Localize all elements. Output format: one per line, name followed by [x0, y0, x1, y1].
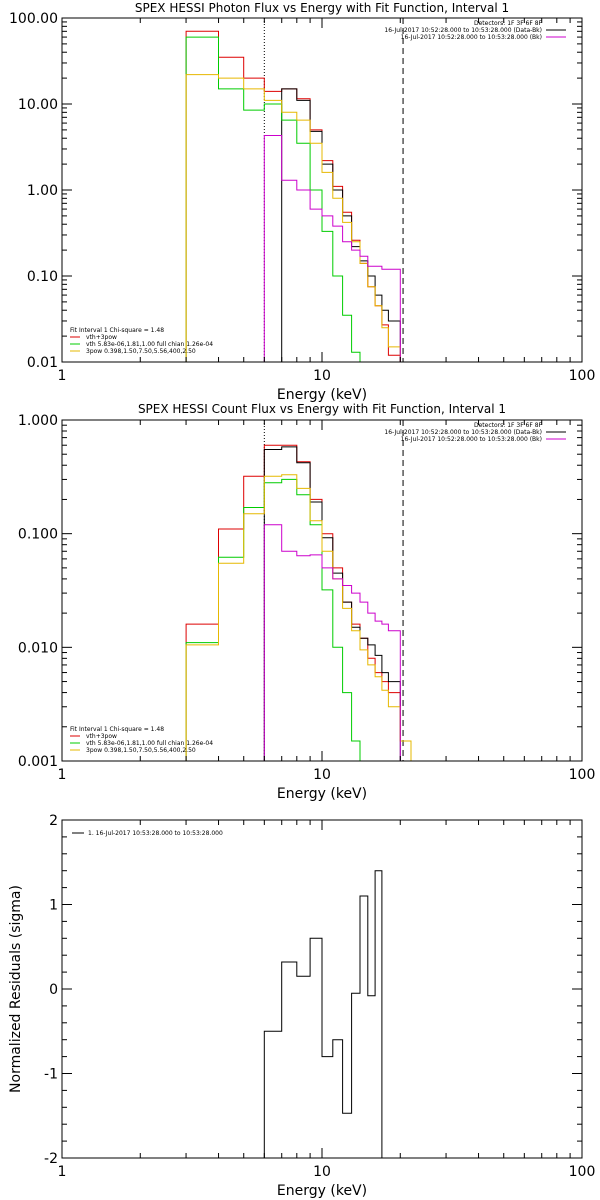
x-tick-label: 1	[58, 767, 67, 783]
data-series-1	[263, 870, 383, 1158]
data-series-1	[185, 444, 412, 761]
y-tick-label: 0.010	[18, 640, 58, 656]
x-axis-title: Energy (keV)	[277, 1183, 367, 1199]
data-series-1	[185, 30, 411, 362]
plot-area	[263, 870, 383, 1158]
legend-top-entry: Detectors: 1F 3F 6F 8F	[474, 20, 543, 27]
y-tick-label: 1.000	[18, 413, 58, 429]
y-axis-title: Normalized Residuals (sigma)	[8, 885, 24, 1093]
data-series-4	[185, 474, 412, 761]
legend-top-entry: Detectors: 1F 3F 6F 8F	[474, 422, 543, 429]
data-series-5	[263, 524, 401, 761]
x-tick-label: 10	[313, 368, 331, 384]
legend-top-entry: 16-Jul-2017 10:52:28.000 to 10:53:28.000…	[401, 436, 542, 443]
legend-bottom-entry: vth 5.83e-06,1.81,1.00 full chian 1.26e-…	[86, 341, 213, 348]
legend-bottom-entry: vth 5.83e-06,1.81,1.00 full chian 1.26e-…	[86, 740, 213, 747]
legend-bottom-entry: vth+3pow	[86, 334, 117, 341]
y-tick-label: 0.01	[27, 355, 58, 371]
x-tick-label: 100	[569, 1164, 596, 1180]
data-series-4	[185, 74, 411, 362]
y-tick-label: 0	[49, 982, 58, 998]
data-series-3	[185, 36, 368, 362]
y-tick-label: 0.10	[27, 269, 58, 285]
data-series-2	[281, 88, 401, 362]
y-tick-label: 1	[49, 898, 58, 914]
x-tick-label: 100	[569, 767, 596, 783]
legend-bottom-entry: 3pow 0.398,1.50,7.50,5.56,400,2.50	[86, 348, 196, 355]
x-tick-label: 1	[58, 368, 67, 384]
chart-panel-2: SPEX HESSI Count Flux vs Energy with Fit…	[18, 402, 595, 802]
x-tick-label: 1	[58, 1164, 67, 1180]
y-tick-label: 100.00	[9, 11, 58, 27]
plot-area	[185, 420, 412, 761]
legend-bottom-header: Fit Interval 1 Chi-square = 1.48	[70, 726, 164, 733]
x-axis-title: Energy (keV)	[277, 387, 367, 403]
data-series-2	[263, 446, 401, 761]
plot-area	[185, 18, 411, 362]
data-series-3	[185, 478, 361, 761]
y-tick-label: -1	[44, 1067, 58, 1083]
y-tick-label: 10.00	[18, 97, 58, 113]
data-series-5	[263, 135, 401, 362]
chart-panel-1: SPEX HESSI Photon Flux vs Energy with Fi…	[9, 1, 595, 403]
y-tick-label: 0.001	[18, 754, 58, 770]
x-tick-label: 10	[313, 1164, 331, 1180]
y-tick-label: -2	[44, 1151, 58, 1167]
chart-title: SPEX HESSI Photon Flux vs Energy with Fi…	[135, 1, 509, 15]
legend-top-entry: 16-Jul-2017 10:52:28.000 to 10:53:28.000…	[384, 429, 542, 436]
y-tick-label: 0.100	[18, 527, 58, 543]
x-tick-label: 10	[313, 767, 331, 783]
y-tick-label: 1.00	[27, 183, 58, 199]
legend-entry: 1. 16-Jul-2017 10:53:28.000 to 10:53:28.…	[88, 830, 223, 837]
x-axis-title: Energy (keV)	[277, 786, 367, 802]
chart-title: SPEX HESSI Count Flux vs Energy with Fit…	[138, 402, 506, 416]
legend-top-entry: 16-Jul-2017 10:52:28.000 to 10:53:28.000…	[401, 34, 542, 41]
legend-bottom-header: Fit Interval 1 Chi-square = 1.48	[70, 327, 164, 334]
plot-frame	[61, 419, 583, 762]
legend-bottom-entry: vth+3pow	[86, 733, 117, 740]
legend-top-entry: 16-Jul-2017 10:52:28.000 to 10:53:28.000…	[384, 27, 542, 34]
legend-bottom-entry: 3pow 0.398,1.50,7.50,5.56,400,2.50	[86, 747, 196, 754]
y-tick-label: 2	[49, 813, 58, 829]
x-tick-label: 100	[569, 368, 596, 384]
